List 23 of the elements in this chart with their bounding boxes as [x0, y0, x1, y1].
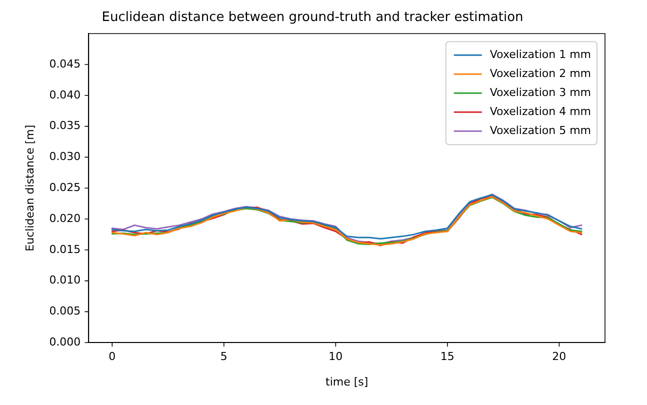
x-tick-label: 0	[108, 350, 116, 364]
y-axis-title: Euclidean distance [m]	[23, 124, 36, 252]
x-tick-label: 20	[552, 350, 566, 364]
legend-label: Voxelization 5 mm	[490, 124, 592, 137]
y-tick-label: 0.005	[49, 304, 81, 318]
x-axis-title: time [s]	[326, 375, 368, 388]
y-tick-label: 0.045	[49, 57, 81, 70]
x-tick-label: 10	[328, 350, 343, 364]
x-tick-label: 15	[440, 350, 454, 364]
legend-label: Voxelization 4 mm	[490, 104, 592, 118]
y-tick-label: 0.040	[49, 88, 81, 102]
y-tick-label: 0.020	[49, 212, 81, 225]
y-tick-label: 0.030	[49, 150, 81, 164]
y-tick-label: 0.025	[49, 180, 81, 194]
legend-label: Voxelization 2 mm	[490, 66, 592, 80]
legend-label: Voxelization 3 mm	[490, 86, 592, 99]
y-tick-label: 0.015	[49, 242, 81, 256]
y-tick-label: 0.010	[49, 274, 81, 287]
y-tick-label: 0.000	[49, 335, 81, 348]
y-tick-label: 0.035	[49, 119, 81, 132]
chart-title: Euclidean distance between ground-truth and tracker estimation	[102, 10, 524, 26]
legend-label: Voxelization 1 mm	[490, 48, 592, 61]
x-tick-label: 5	[220, 350, 228, 364]
